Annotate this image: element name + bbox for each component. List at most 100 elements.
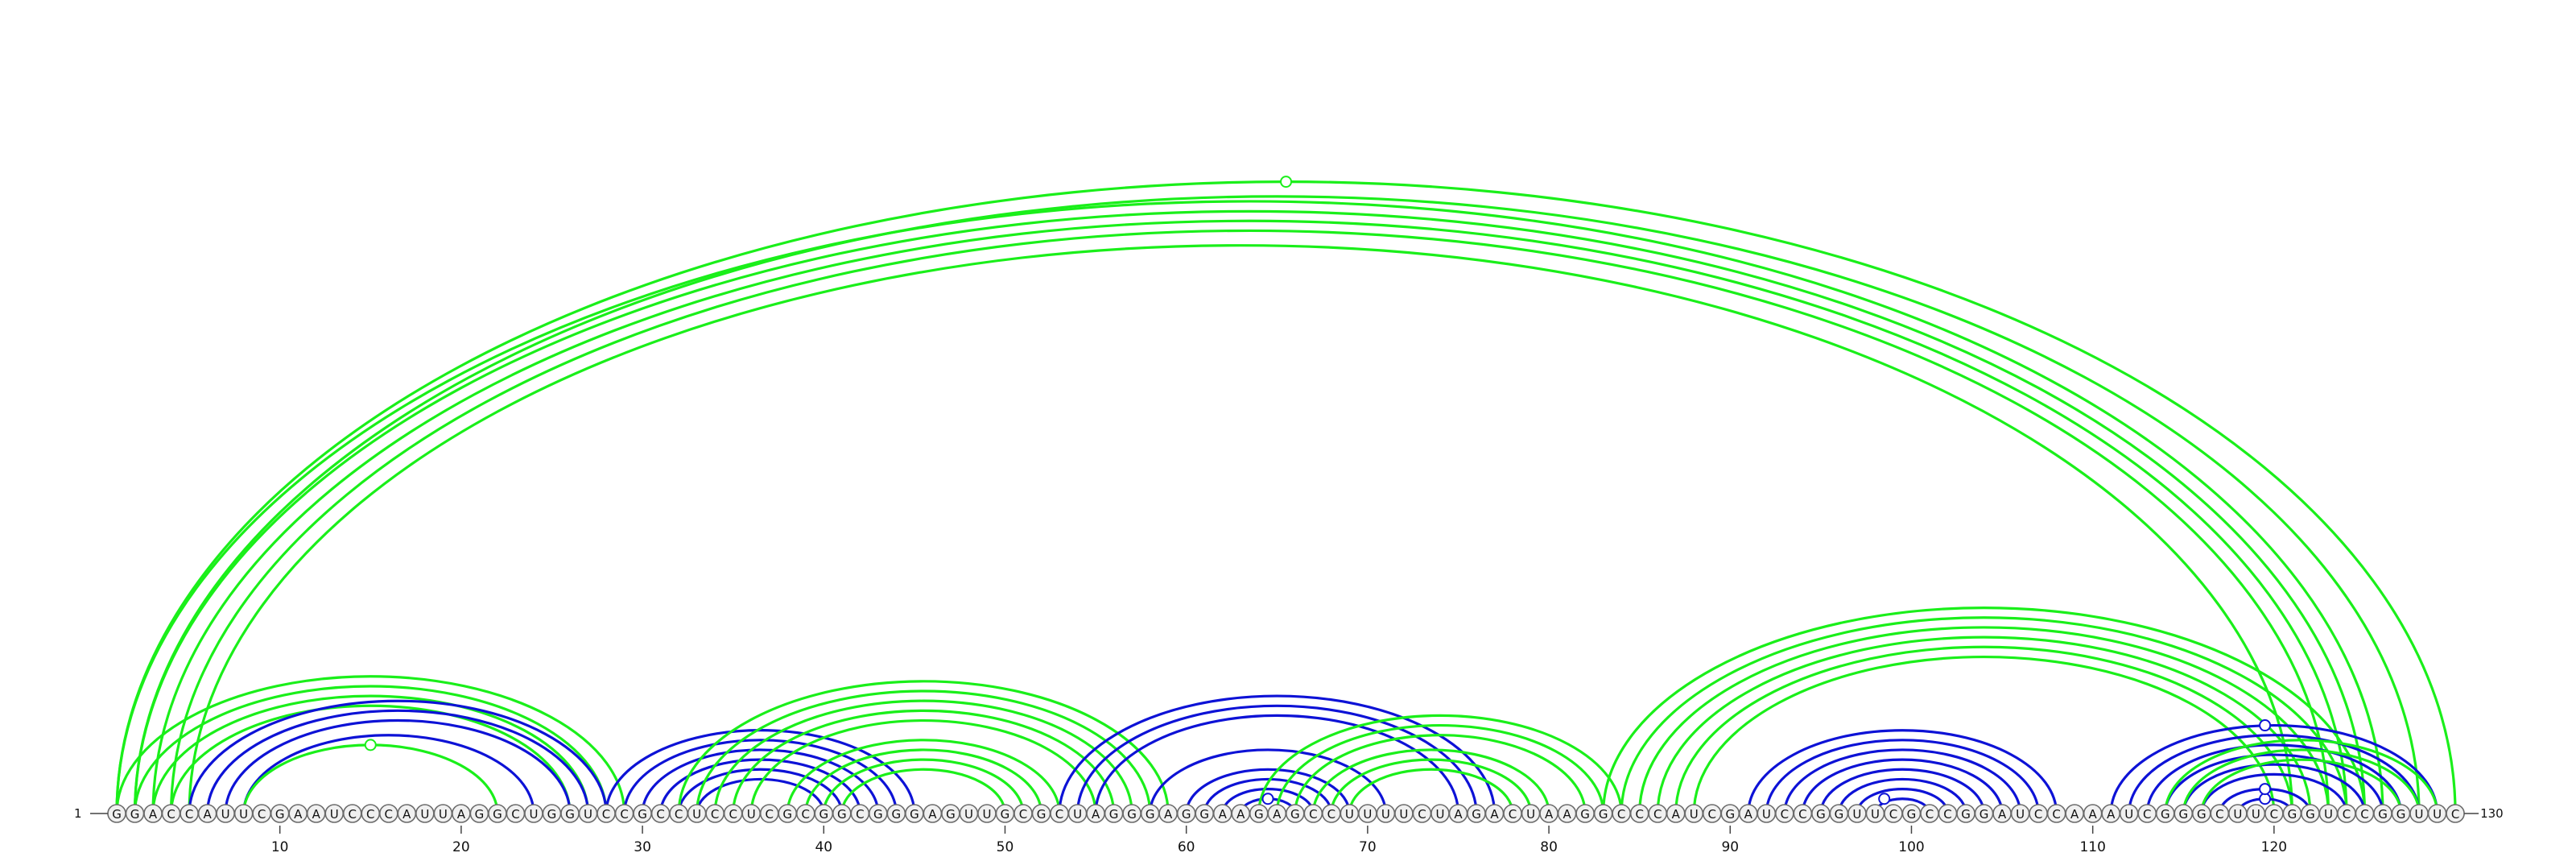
green-pair-arc-4-123 [169, 229, 2330, 814]
nucleotide-letter-46: A [928, 807, 937, 822]
nucleotide-letter-44: G [892, 807, 902, 822]
nucleotide-letter-5: C [185, 807, 193, 822]
nucleotide-letter-117: C [2215, 807, 2223, 822]
nucleotide-letter-100: G [1907, 807, 1917, 822]
nucleotide-letter-119: U [2252, 807, 2260, 822]
nucleotide-letter-45: G [910, 807, 919, 822]
blue-pair-arc-113-127 [2145, 743, 2403, 814]
nucleotide-letter-124: C [2343, 807, 2351, 822]
blue-pair-arc-92-107 [1765, 739, 2040, 814]
green-pair-arc-87-121 [1674, 645, 2293, 814]
nucleotide-letter-69: U [1345, 807, 1354, 822]
green-pair-arc-84-124 [1620, 616, 2348, 814]
nucleotide-letter-126: G [2378, 807, 2388, 822]
tick-label-40: 40 [815, 839, 832, 855]
blue-pair-arc-32-41 [677, 768, 844, 814]
tick-label-10: 10 [271, 839, 289, 855]
nucleotide-letter-31: C [656, 807, 664, 822]
nucleotide-letter-108: C [2052, 807, 2060, 822]
nucleotide-letter-106: U [2016, 807, 2025, 822]
nucleotide-letter-128: U [2415, 807, 2424, 822]
tick-label-30: 30 [634, 839, 651, 855]
nucleotide-letter-12: A [312, 807, 321, 822]
nucleotide-letter-77: A [1490, 807, 1499, 822]
tick-label-100: 100 [1898, 839, 1924, 855]
nucleotide-letter-59: A [1164, 807, 1173, 822]
nucleotide-letter-113: C [2143, 807, 2151, 822]
blue-loop-marker-4 [1878, 793, 1891, 805]
blue-pair-arc-111-129 [2109, 723, 2439, 814]
sequence-end-label: 130 [2480, 806, 2504, 821]
nucleotide-letter-24: U [529, 807, 538, 822]
nucleotide-letter-23: C [511, 807, 519, 822]
nucleotide-letter-112: U [2124, 807, 2133, 822]
nucleotide-letter-63: A [1236, 807, 1245, 822]
green-pair-arc-2-125 [133, 209, 2367, 814]
green-pair-arc-33-58 [696, 689, 1152, 814]
tick-label-120: 120 [2261, 839, 2287, 855]
nucleotide-letter-50: G [1001, 807, 1010, 822]
green-loop-marker-2 [364, 739, 377, 751]
green-pair-arc-1-29 [115, 675, 626, 814]
green-pair-arc-64-84 [1257, 714, 1623, 814]
green-loop-marker-1 [1280, 176, 1293, 188]
green-pair-arc-88-120 [1692, 655, 2276, 814]
blue-pair-arc-6-27 [206, 709, 590, 814]
green-pair-arc-65-83 [1275, 723, 1605, 814]
nucleotide-letter-71: U [1381, 807, 1390, 822]
nucleotide-letter-76: G [1472, 807, 1481, 822]
green-pair-arc-3-124 [151, 219, 2348, 814]
green-pair-arc-39-52 [804, 748, 1043, 814]
green-pair-arc-38-53 [786, 739, 1061, 814]
nucleotide-letter-111: A [2107, 807, 2116, 822]
nucleotide-letter-18: U [420, 807, 429, 822]
nucleotide-letter-3: A [149, 807, 158, 822]
tick-label-90: 90 [1721, 839, 1739, 855]
nucleotide-letter-57: G [1127, 807, 1137, 822]
green-pair-arc-67-80 [1311, 748, 1550, 814]
nucleotide-letter-13: U [330, 807, 339, 822]
position-axis: 10 20 30 40 50 60 70 80 90 100 110 120 [271, 826, 2287, 855]
green-pair-arc-2-128 [133, 195, 2421, 814]
blue-pair-arc-33-40 [696, 777, 825, 814]
nucleotide-letter-91: A [1744, 807, 1753, 822]
nucleotide-letter-86: C [1653, 807, 1662, 822]
nucleotide-letter-109: A [2070, 807, 2079, 822]
nucleotide-letter-125: C [2360, 807, 2368, 822]
nucleotide-letter-32: C [675, 807, 683, 822]
nucleotide-letter-7: U [221, 807, 230, 822]
blue-pair-arc-93-106 [1783, 748, 2022, 814]
blue-pair-arc-53-77 [1058, 694, 1496, 814]
nucleotide-letter-55: A [1092, 807, 1100, 822]
nucleotide-letter-43: G [873, 807, 883, 822]
nucleotide-letter-4: C [167, 807, 175, 822]
nucleotide-letter-105: A [1998, 807, 2007, 822]
blue-loop-marker-6 [2259, 783, 2272, 796]
nucleotide-letter-40: G [819, 807, 828, 822]
nucleotide-letter-95: G [1816, 807, 1826, 822]
blue-pair-arc-114-126 [2164, 753, 2384, 814]
green-pair-arc-2-28 [133, 685, 608, 814]
green-pair-arc-68-79 [1330, 758, 1533, 814]
blue-loop-marker-7 [2259, 719, 2272, 732]
tick-label-110: 110 [2079, 839, 2105, 855]
nucleotide-letter-79: U [1526, 807, 1535, 822]
blue-loop-marker-3 [1261, 793, 1274, 805]
nucleotide-letter-30: G [638, 807, 647, 822]
nucleotide-letter-53: C [1055, 807, 1063, 822]
green-pair-arc-116-127 [2200, 758, 2403, 814]
green-pair-arc-66-82 [1294, 734, 1587, 814]
tick-label-50: 50 [997, 839, 1014, 855]
nucleotide-letter-129: U [2433, 807, 2442, 822]
nucleotide-letter-28: C [602, 807, 610, 822]
nucleotide-letter-35: C [729, 807, 737, 822]
nucleotide-letter-107: C [2034, 807, 2042, 822]
nucleotide-letter-85: C [1635, 807, 1643, 822]
blue-pair-arc-31-42 [659, 758, 861, 814]
nucleotide-letter-21: G [475, 807, 485, 822]
blue-pair-arc-97-102 [1856, 788, 1950, 814]
nucleotide-letter-10: G [275, 807, 285, 822]
nucleotide-letter-66: G [1290, 807, 1300, 822]
nucleotide-letter-98: U [1871, 807, 1880, 822]
